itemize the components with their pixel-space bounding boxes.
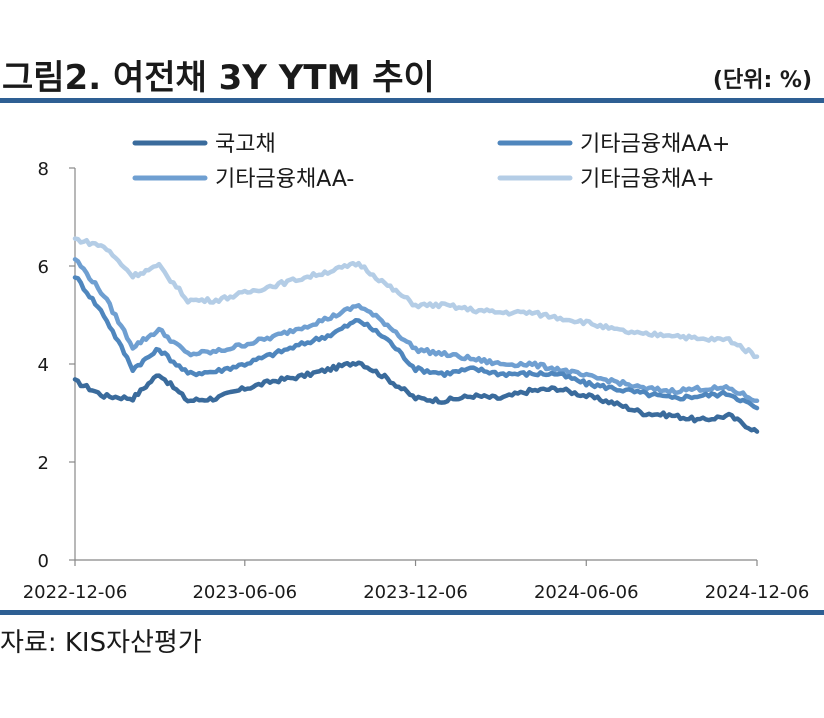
y-tick-label: 2 [38,453,49,474]
legend-label-2: 기타금융채AA- [215,167,354,192]
series-line-2 [75,259,757,401]
source-note: 자료: KIS자산평가 [0,622,202,659]
x-tick-label: 2024-06-06 [534,582,639,603]
legend-label-1: 기타금융채AA+ [580,132,730,157]
axes: 0 2 4 6 8 2022-12-06 2023-06-06 2023-12-06 2024-… [23,159,810,603]
y-tick-label: 4 [38,355,49,376]
x-tick-label: 2022-12-06 [23,582,128,603]
legend-label-3: 기타금융채A+ [580,167,715,192]
x-tick-label: 2023-12-06 [363,582,468,603]
legend-label-0: 국고채 [215,132,276,157]
y-tick-label: 6 [38,257,49,278]
legend: 국고채 기타금융채AA+ 기타금융채AA- 기타금융채A+ [135,132,730,192]
x-tick-label: 2024-12-06 [705,582,810,603]
y-tick-label: 8 [38,159,49,180]
x-tick-label: 2023-06-06 [192,582,297,603]
bottom-rule [0,610,824,615]
y-tick-label: 0 [38,551,49,572]
series-lines [75,239,757,432]
series-line-3 [75,239,757,357]
